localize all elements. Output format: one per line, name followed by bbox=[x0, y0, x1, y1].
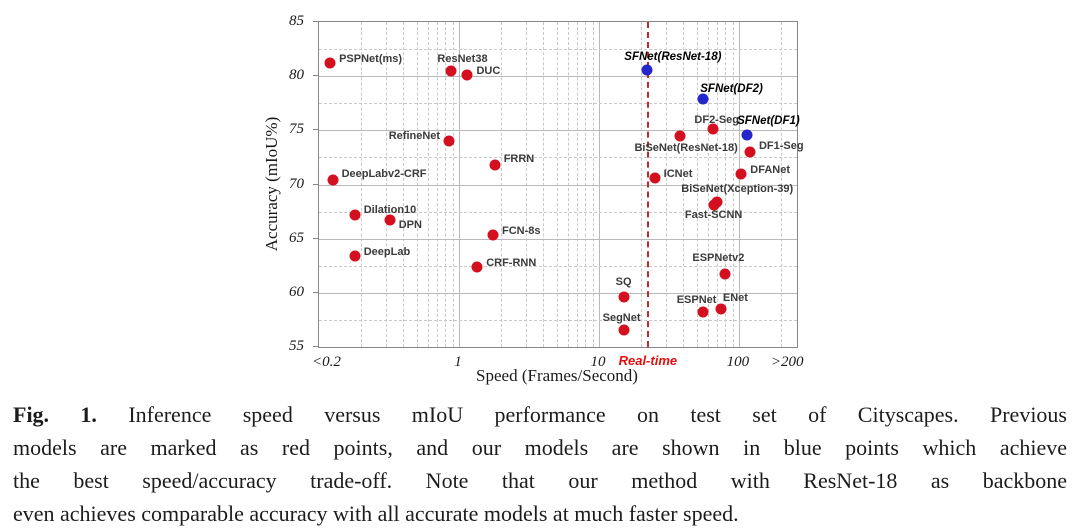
data-point bbox=[697, 93, 709, 105]
plot-area: PSPNet(ms) ResNet38 DUC RefineNet FRRN DeepLa… bbox=[318, 21, 804, 348]
y-tick-mark bbox=[313, 183, 318, 185]
data-point bbox=[471, 261, 483, 273]
major-gridline bbox=[319, 184, 797, 186]
data-point bbox=[744, 146, 756, 158]
y-tick-label: 70 bbox=[289, 175, 304, 192]
minor-gridline bbox=[319, 265, 797, 267]
data-point bbox=[445, 65, 456, 77]
x-tick-label: 10 bbox=[590, 354, 606, 370]
data-point bbox=[349, 250, 361, 262]
data-point bbox=[461, 69, 473, 81]
data-point bbox=[707, 123, 719, 135]
y-tick-mark bbox=[313, 129, 318, 131]
y-tick-mark bbox=[313, 346, 318, 347]
speed-miou-scatter-chart: Accuracy (mIoU%) PSPNet(ms) ResNet38 DUC Re… bbox=[262, 13, 804, 385]
data-point-label: FRRN bbox=[503, 153, 535, 165]
data-point-label: ESPNet bbox=[676, 294, 717, 307]
data-point bbox=[487, 229, 499, 241]
data-point-label: Fast-SCNN bbox=[684, 209, 743, 222]
caption-line-4: even achieves comparable accuracy with a… bbox=[13, 501, 739, 526]
data-point-label: DF1-Seg bbox=[758, 140, 804, 152]
data-point-label: BiSeNet(Xception-39) bbox=[681, 182, 794, 195]
data-point-label: DPN bbox=[398, 219, 422, 232]
data-point-label: CRF-RNN bbox=[486, 256, 537, 269]
data-point-label: DFANet bbox=[750, 163, 791, 176]
data-point-label: ResNet38 bbox=[437, 52, 488, 65]
realtime-label: Real-time bbox=[618, 353, 678, 368]
data-point bbox=[384, 214, 396, 226]
y-tick-mark bbox=[313, 21, 318, 22]
y-tick-label: 85 bbox=[289, 13, 304, 29]
data-point bbox=[443, 135, 455, 147]
x-tick-label: 1 bbox=[454, 354, 462, 370]
minor-gridline bbox=[319, 49, 797, 51]
data-point bbox=[618, 291, 630, 303]
data-point bbox=[674, 130, 686, 142]
y-tick-mark bbox=[313, 291, 318, 293]
data-point-label: DeepLabv2-CRF bbox=[341, 168, 427, 181]
data-point-label: RefineNet bbox=[388, 130, 441, 143]
data-point bbox=[618, 324, 630, 336]
data-point-label: Dilation10 bbox=[363, 203, 417, 216]
data-point bbox=[735, 168, 747, 180]
data-point bbox=[327, 174, 339, 186]
y-tick-label: 80 bbox=[289, 67, 304, 84]
realtime-line bbox=[646, 22, 649, 347]
minor-gridline bbox=[319, 103, 797, 105]
data-point-label: ENet bbox=[722, 292, 748, 305]
data-point bbox=[715, 303, 727, 315]
data-point-label: PSPNet(ms) bbox=[339, 53, 403, 66]
y-tick-label: 65 bbox=[289, 229, 304, 246]
y-tick-mark bbox=[313, 75, 318, 77]
data-point-label: ICNet bbox=[663, 168, 693, 180]
data-point bbox=[641, 64, 653, 76]
caption-text-1: Inference speed versus mIoU performance … bbox=[128, 402, 1067, 427]
caption-line-2: models are marked as red points, and our… bbox=[13, 435, 1067, 460]
minor-gridline bbox=[319, 157, 797, 159]
data-point-label: SFNet(ResNet-18) bbox=[624, 50, 722, 63]
data-point bbox=[708, 199, 720, 211]
y-tick-label: 60 bbox=[289, 283, 304, 300]
y-tick-label: 55 bbox=[289, 338, 304, 354]
data-point bbox=[697, 306, 709, 318]
data-point bbox=[719, 268, 731, 280]
data-point-label: SegNet bbox=[602, 311, 641, 324]
data-point-label: DeepLab bbox=[363, 246, 411, 258]
minor-gridline bbox=[319, 319, 797, 321]
figure-caption: Fig. 1. Inference speed versus mIoU perf… bbox=[13, 398, 1067, 530]
data-point bbox=[649, 172, 661, 184]
data-point bbox=[324, 57, 336, 69]
data-point bbox=[349, 209, 361, 221]
caption-line-1: Fig. 1. Inference speed versus mIoU perf… bbox=[13, 398, 1067, 431]
x-tick-label: <0.2 bbox=[312, 354, 341, 370]
x-axis-title: Speed (Frames/Second) bbox=[476, 366, 638, 385]
major-gridline bbox=[319, 238, 797, 240]
x-tick-label: 100 bbox=[726, 354, 750, 370]
data-point-label: BiSeNet(ResNet-18) bbox=[634, 141, 738, 154]
data-point-label: DF2-Seg bbox=[694, 114, 740, 127]
caption-line-3: the best speed/accuracy trade-off. Note … bbox=[13, 468, 1067, 493]
data-point bbox=[741, 129, 753, 141]
y-tick-mark bbox=[313, 237, 318, 239]
major-gridline bbox=[319, 292, 797, 294]
major-gridline bbox=[319, 130, 797, 132]
data-point-label: SFNet(DF2) bbox=[700, 82, 763, 95]
major-gridline bbox=[319, 76, 797, 78]
data-point bbox=[489, 159, 501, 171]
data-point-label: SQ bbox=[615, 276, 632, 289]
caption-fig-label: Fig. 1. bbox=[13, 402, 97, 427]
data-point-label: ESPNetv2 bbox=[692, 252, 745, 265]
data-point-label: DUC bbox=[476, 65, 501, 78]
data-point-label: FCN-8s bbox=[501, 225, 541, 238]
data-point-label: SFNet(DF1) bbox=[737, 114, 800, 127]
y-tick-label: 75 bbox=[289, 121, 304, 138]
minor-gridline bbox=[319, 211, 797, 213]
x-tick-label: >200 bbox=[770, 354, 804, 370]
